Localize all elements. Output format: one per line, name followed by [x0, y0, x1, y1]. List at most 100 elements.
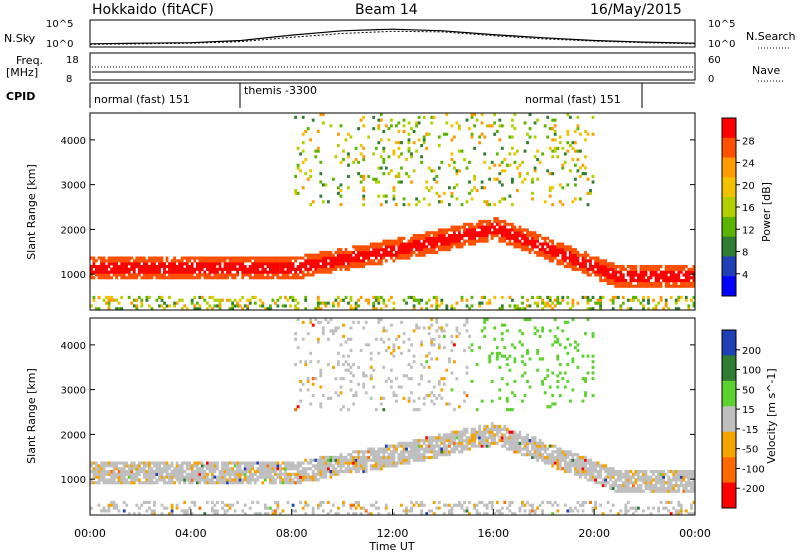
data-cell [674, 475, 678, 479]
data-cell [450, 439, 454, 443]
data-cell [304, 467, 308, 471]
data-cell [402, 253, 406, 257]
data-cell [384, 259, 388, 263]
data-cell [619, 472, 623, 476]
data-cell [415, 253, 418, 257]
data-cell [526, 234, 529, 238]
data-cell [692, 281, 696, 285]
data-cell [115, 267, 118, 271]
data-cell [543, 458, 547, 462]
data-cell [569, 307, 572, 311]
data-cell [621, 484, 625, 488]
data-cell [377, 318, 381, 322]
data-cell [579, 467, 582, 471]
velocity-colorbar-label: Velocity [m s^-1] [765, 368, 778, 463]
data-cell [687, 470, 691, 474]
data-cell [632, 276, 635, 280]
data-cell [662, 484, 665, 488]
data-cell [120, 478, 124, 482]
data-cell [390, 461, 393, 465]
data-cell [420, 307, 423, 311]
data-cell [606, 279, 610, 283]
data-cell [528, 441, 532, 445]
data-cell [395, 174, 398, 178]
data-cell [193, 307, 197, 311]
data-cell [180, 298, 184, 302]
data-cell [107, 256, 111, 260]
data-cell [92, 295, 96, 299]
data-cell [377, 262, 381, 266]
data-cell [400, 180, 403, 184]
data-cell [533, 155, 537, 159]
data-cell [97, 470, 101, 474]
data-cell [604, 265, 608, 269]
data-cell [148, 464, 151, 468]
data-cell [165, 481, 169, 485]
data-cell [493, 439, 497, 443]
data-cell [263, 256, 267, 260]
data-cell [402, 236, 406, 240]
data-cell [475, 189, 479, 193]
data-cell [647, 486, 650, 490]
data-cell [626, 481, 630, 485]
data-cell [332, 455, 335, 459]
data-cell [304, 253, 308, 257]
data-cell [425, 234, 429, 238]
data-cell [175, 259, 179, 263]
data-cell [90, 256, 93, 260]
data-cell [566, 509, 570, 513]
data-cell [180, 467, 184, 471]
data-cell [357, 464, 360, 468]
data-cell [546, 405, 550, 409]
data-cell [422, 326, 426, 330]
data-cell [521, 234, 524, 238]
data-cell [316, 478, 320, 482]
data-cell [417, 439, 421, 443]
data-cell [657, 273, 660, 277]
data-cell [213, 470, 217, 474]
data-cell [90, 267, 93, 271]
data-cell [533, 231, 537, 235]
data-cell [485, 124, 489, 128]
data-cell [145, 265, 149, 269]
data-cell [299, 478, 302, 482]
data-cell [437, 334, 441, 338]
data-cell [430, 441, 434, 445]
data-cell [445, 453, 449, 457]
data-cell [226, 270, 229, 274]
data-cell [657, 509, 660, 513]
data-cell [337, 259, 340, 263]
data-cell [125, 461, 129, 465]
data-cell [337, 262, 340, 266]
data-cell [677, 470, 681, 474]
data-cell [150, 475, 154, 479]
data-cell [379, 118, 383, 122]
data-cell [558, 250, 562, 254]
data-cell [458, 231, 461, 235]
data-cell [329, 318, 333, 322]
data-cell [195, 481, 199, 485]
data-cell [274, 478, 277, 482]
data-cell [223, 512, 227, 516]
data-cell [412, 234, 416, 238]
data-cell [402, 396, 406, 400]
data-cell [553, 402, 557, 406]
data-cell [231, 478, 234, 482]
data-cell [158, 276, 161, 280]
data-cell [347, 408, 350, 412]
data-cell [420, 503, 423, 507]
data-cell [102, 298, 106, 302]
data-cell [563, 371, 567, 375]
data-cell [352, 160, 355, 164]
data-cell [596, 265, 600, 269]
data-cell [203, 276, 207, 280]
data-cell [97, 265, 101, 269]
data-cell [687, 489, 691, 493]
data-cell [569, 115, 572, 119]
data-cell [236, 478, 239, 482]
data-cell [556, 357, 560, 361]
data-cell [241, 509, 245, 513]
data-cell [584, 295, 587, 299]
data-cell [435, 506, 439, 510]
data-cell [206, 500, 209, 504]
